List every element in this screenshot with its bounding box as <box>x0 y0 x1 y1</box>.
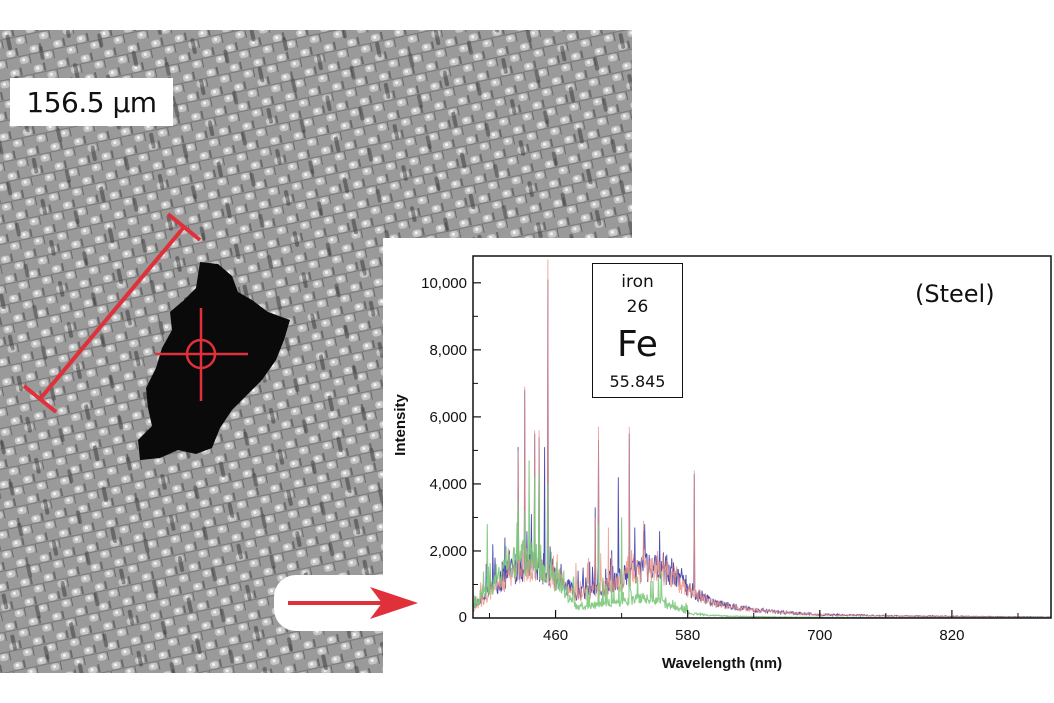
x-tick-label: 820 <box>939 627 964 644</box>
x-tick-label: 580 <box>675 627 700 644</box>
y-axis-title: Intensity <box>392 394 409 456</box>
y-tick-label: 6,000 <box>429 409 467 426</box>
y-tick-label: 10,000 <box>421 275 467 292</box>
plot-frame <box>472 255 1052 619</box>
element-symbol: Fe <box>617 324 658 365</box>
y-tick-label: 4,000 <box>429 476 467 493</box>
series-line-3 <box>473 460 1051 618</box>
spectrum-panel <box>383 238 1054 690</box>
scale-bar-label: 156.5 µm <box>10 78 173 126</box>
spectrum-chart: 2,000 4,000 6,000 8,000 10,000 0 460 580 700 820 W… <box>392 255 1052 672</box>
series-line-1 <box>473 279 1051 618</box>
sample-label: (Steel) <box>915 280 995 308</box>
atomic-weight: 55.845 <box>609 372 666 391</box>
red-arrow-icon <box>288 587 418 619</box>
element-name: iron <box>621 272 654 292</box>
element-tile: iron 26 Fe 55.845 <box>592 263 683 398</box>
x-tick-label: 700 <box>807 627 832 644</box>
y-tick-label: 2,000 <box>429 543 467 560</box>
y-tick-label: 8,000 <box>429 342 467 359</box>
x-tick-label: 460 <box>543 627 568 644</box>
series-line-2 <box>473 259 1051 618</box>
x-axis-title: Wavelength (nm) <box>662 655 782 672</box>
origin-label: 0 <box>459 609 467 626</box>
atomic-number: 26 <box>626 297 649 317</box>
